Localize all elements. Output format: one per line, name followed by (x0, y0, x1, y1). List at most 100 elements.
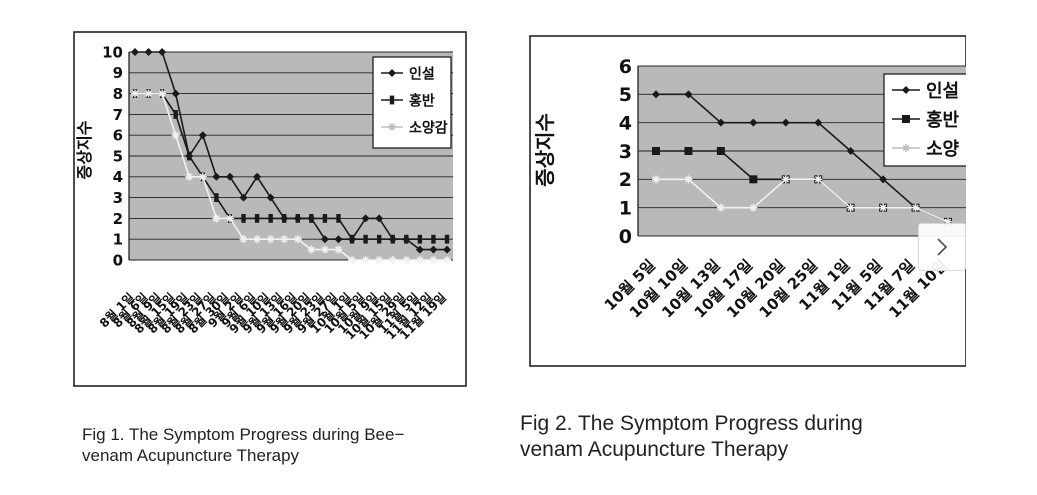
y-tick-label: 6 (113, 127, 123, 145)
figure-1-caption-line1: Fig 1. The Symptom Progress during Bee− (82, 425, 405, 444)
data-point (879, 175, 888, 184)
y-tick-label: 0 (619, 226, 632, 248)
y-tick-label: 7 (113, 106, 123, 124)
legend-label: 인설 (926, 81, 959, 102)
y-tick-label: 1 (113, 231, 123, 249)
data-point (225, 172, 234, 181)
data-point (144, 89, 153, 98)
y-tick-label: 2 (113, 210, 123, 228)
data-point (444, 234, 450, 244)
data-point (879, 203, 888, 212)
data-point (187, 151, 192, 161)
legend-label: 홍반 (409, 92, 435, 109)
figure-1-caption-line2: venam Acupuncture Therapy (82, 446, 300, 466)
data-point (443, 245, 451, 254)
figure-2-caption-line2: venam Acupuncture Therapy (520, 438, 789, 462)
y-tick-label: 6 (619, 56, 632, 78)
data-point (253, 235, 262, 244)
data-point (131, 48, 139, 56)
data-point (241, 214, 246, 223)
data-point (144, 48, 153, 56)
data-point (684, 90, 693, 99)
y-axis-label: 증상지수 (75, 120, 94, 179)
data-point (185, 172, 194, 181)
data-point (280, 235, 289, 244)
legend-swatch-marker (388, 123, 396, 131)
data-point (320, 245, 329, 254)
data-point (254, 214, 260, 223)
series-3 (652, 175, 952, 226)
data-point (415, 256, 424, 264)
legend-swatch-marker (902, 115, 910, 123)
y-tick-label: 3 (619, 141, 632, 163)
data-point (131, 89, 139, 98)
data-point (334, 245, 343, 254)
data-point (198, 172, 207, 181)
legend-label: 소양감 (409, 119, 448, 136)
data-point (781, 175, 790, 184)
legend-box (372, 56, 452, 149)
data-point (402, 256, 411, 264)
y-tick-label: 1 (619, 198, 632, 220)
data-point (212, 214, 221, 223)
figure-2-caption: Fig 2. The Symptom Progress during venam… (520, 411, 970, 464)
next-button[interactable] (918, 223, 966, 271)
data-point (171, 89, 180, 98)
data-point (214, 193, 219, 202)
y-tick-label: 0 (113, 251, 123, 269)
data-point (336, 214, 341, 223)
legend-swatch-marker (902, 86, 910, 94)
series-line (656, 178, 949, 223)
data-point (652, 175, 660, 184)
data-point (846, 147, 855, 155)
data-point (212, 172, 221, 181)
data-point (307, 245, 316, 254)
data-point (431, 234, 436, 244)
data-point (443, 256, 451, 264)
data-point (173, 110, 178, 119)
legend-label: 인설 (409, 65, 435, 82)
data-point (239, 193, 248, 202)
data-point (429, 245, 438, 254)
data-point (814, 175, 823, 184)
data-point (684, 175, 693, 184)
legend-label: 홍반 (926, 109, 960, 131)
data-point (363, 234, 368, 244)
data-point (404, 234, 409, 244)
series-3 (131, 89, 451, 264)
data-point (944, 217, 952, 226)
data-point (225, 214, 234, 223)
data-point (388, 256, 397, 264)
legend-swatch-marker (388, 69, 396, 77)
data-point (171, 131, 180, 140)
y-axis-label: 증상지수 (533, 113, 557, 187)
data-point (334, 235, 343, 244)
data-point (716, 118, 725, 127)
data-point (266, 235, 275, 244)
data-point (684, 147, 693, 155)
data-point (375, 256, 384, 264)
y-tick-label: 10 (102, 43, 123, 61)
data-point (268, 214, 273, 223)
data-point (293, 235, 302, 244)
y-tick-label: 4 (619, 113, 632, 135)
data-point (429, 256, 438, 264)
y-tick-label: 8 (113, 85, 123, 103)
data-point (749, 118, 758, 127)
y-tick-label: 5 (619, 84, 632, 106)
data-point (322, 214, 328, 223)
data-point (361, 214, 370, 223)
figure-2-caption-line1: Fig 2. The Symptom Progress during (520, 412, 863, 435)
data-point (282, 214, 287, 223)
data-point (295, 214, 300, 223)
data-point (239, 235, 248, 244)
data-point (814, 118, 823, 127)
legend-swatch-marker (389, 95, 395, 105)
data-point (911, 203, 920, 212)
data-point (198, 131, 207, 140)
y-tick-label: 5 (113, 147, 123, 165)
